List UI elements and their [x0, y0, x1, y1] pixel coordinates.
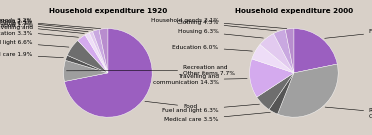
- Text: Education 1.7%: Education 1.7%: [0, 23, 84, 33]
- Wedge shape: [252, 44, 294, 73]
- Text: Food 21.8%: Food 21.8%: [325, 29, 372, 38]
- Title: Household expenditure 1920: Household expenditure 1920: [49, 8, 167, 14]
- Wedge shape: [93, 30, 108, 73]
- Text: Household goods 3.2%: Household goods 3.2%: [0, 18, 101, 29]
- Wedge shape: [67, 40, 108, 73]
- Wedge shape: [85, 33, 108, 73]
- Text: Clothing 4.5%: Clothing 4.5%: [177, 20, 276, 31]
- Wedge shape: [64, 60, 108, 81]
- Text: Clothing 2.4%: Clothing 2.4%: [0, 19, 93, 30]
- Text: Education 6.0%: Education 6.0%: [173, 45, 253, 51]
- Text: Food: Food: [145, 101, 197, 109]
- Text: Medical care 1.9%: Medical care 1.9%: [0, 52, 64, 58]
- Wedge shape: [269, 73, 294, 114]
- Text: Travelling and
communication 14.3%: Travelling and communication 14.3%: [153, 74, 247, 85]
- Wedge shape: [260, 34, 294, 73]
- Wedge shape: [89, 31, 108, 73]
- Wedge shape: [257, 73, 294, 109]
- Wedge shape: [78, 35, 108, 73]
- Wedge shape: [65, 55, 108, 73]
- Text: Travelling and
communication 3.3%: Travelling and communication 3.3%: [0, 25, 78, 37]
- Wedge shape: [294, 29, 337, 73]
- Text: Fuel and light 6.3%: Fuel and light 6.3%: [162, 104, 260, 113]
- Wedge shape: [285, 29, 294, 73]
- Text: Fuel and light 6.6%: Fuel and light 6.6%: [0, 40, 69, 47]
- Text: Housing 1.3%: Housing 1.3%: [0, 21, 88, 32]
- Wedge shape: [250, 59, 294, 97]
- Text: Recreation and
Other items 34.2%: Recreation and Other items 34.2%: [325, 107, 372, 119]
- Wedge shape: [99, 29, 108, 73]
- Text: Housing 6.3%: Housing 6.3%: [178, 29, 263, 38]
- Text: Recreation and
Other items 7.7%: Recreation and Other items 7.7%: [67, 65, 235, 76]
- Text: Medical care 3.5%: Medical care 3.5%: [164, 112, 270, 122]
- Wedge shape: [273, 29, 294, 73]
- Text: Household goods 3.1%: Household goods 3.1%: [151, 18, 287, 29]
- Wedge shape: [278, 64, 338, 117]
- Wedge shape: [64, 29, 152, 117]
- Title: Household expenditure 2000: Household expenditure 2000: [235, 8, 353, 14]
